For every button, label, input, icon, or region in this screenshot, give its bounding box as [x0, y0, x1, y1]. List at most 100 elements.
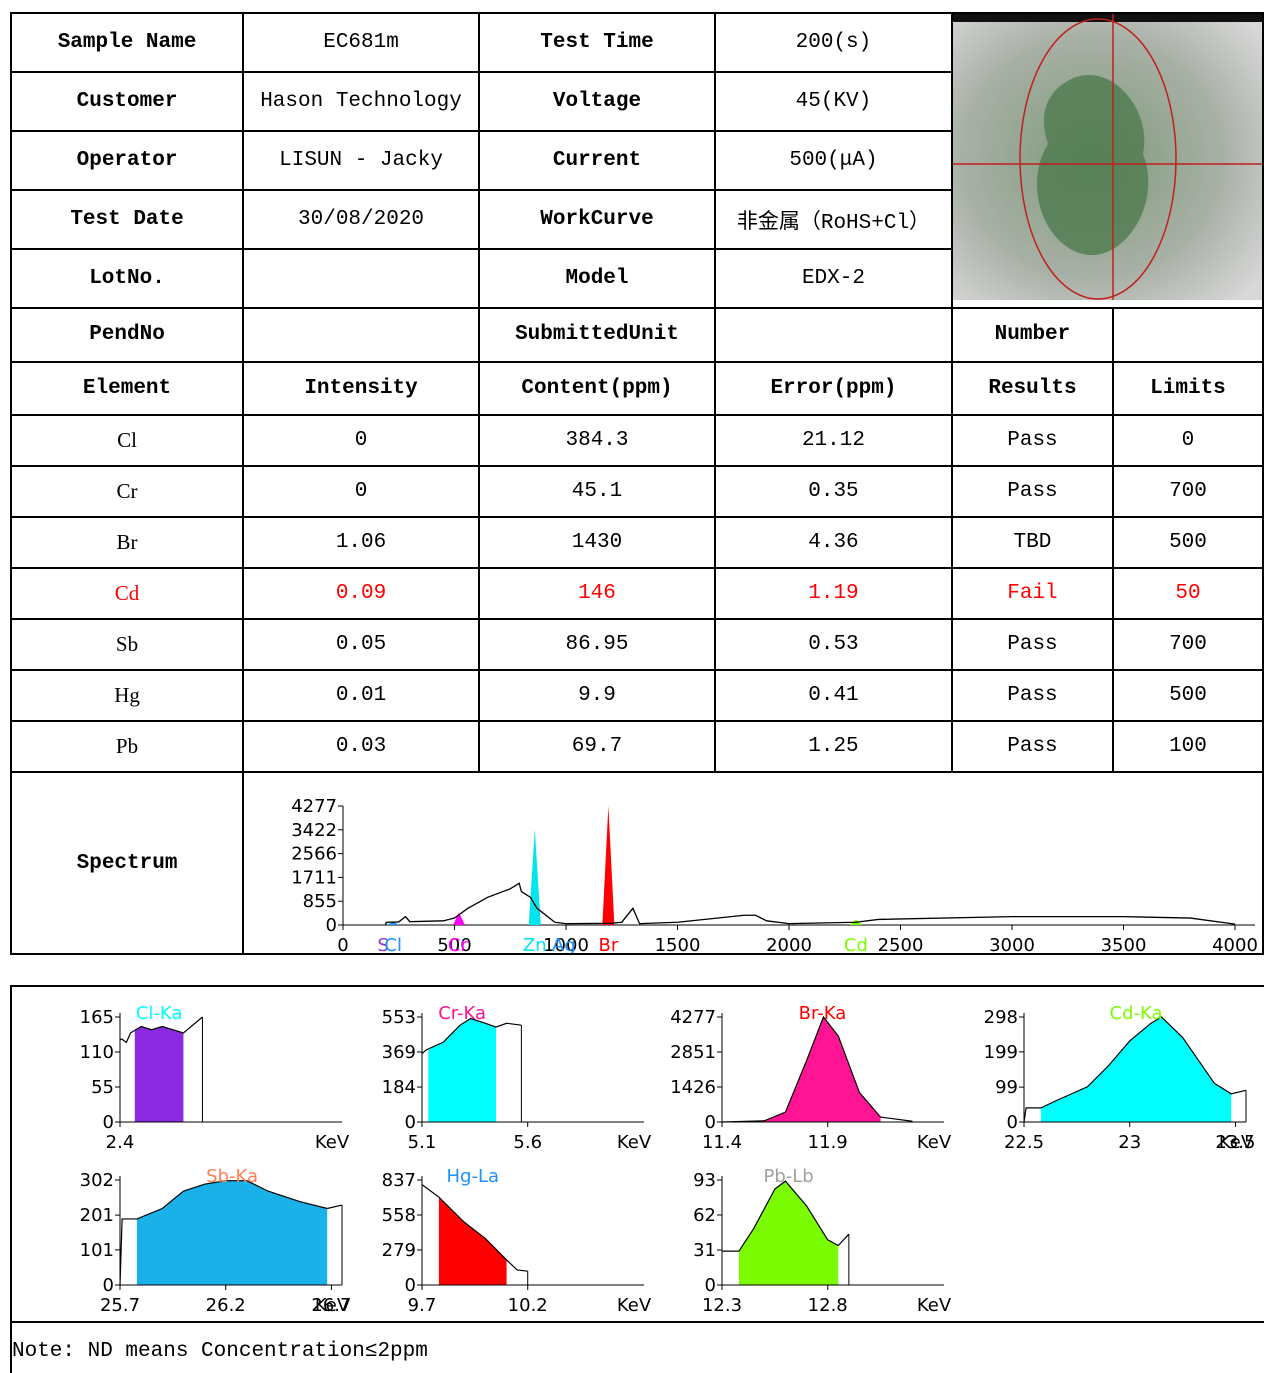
peak-label: Cd	[844, 935, 868, 953]
y-tick-label: 93	[693, 1170, 716, 1191]
y-tick-label: 0	[405, 1112, 416, 1133]
peak-label: Cr	[448, 935, 469, 953]
x-tick-label: 10.2	[508, 1295, 548, 1316]
x-tick-label: 2500	[878, 935, 924, 953]
table-cell: 384.3	[479, 415, 715, 466]
table-cell: Customer	[11, 72, 243, 131]
y-tick-label: 0	[103, 1275, 114, 1296]
y-tick-label: 3422	[291, 820, 337, 841]
table-cell: Test Date	[11, 190, 243, 249]
sample-photo	[953, 14, 1262, 300]
peak	[602, 806, 614, 925]
y-tick-label: 1711	[291, 867, 337, 888]
table-cell: Hg	[11, 670, 243, 721]
table-cell: 69.7	[479, 721, 715, 772]
table-cell: Cl	[11, 415, 243, 466]
x-tick-label: 0	[337, 935, 348, 953]
table-cell: WorkCurve	[479, 190, 715, 249]
y-tick-label: 2851	[670, 1042, 716, 1063]
table-cell: 146	[479, 568, 715, 619]
table-cell: 0.09	[243, 568, 479, 619]
table-cell: Br	[11, 517, 243, 568]
table-cell: 100	[1113, 721, 1263, 772]
x-tick-label: 3000	[989, 935, 1035, 953]
table-cell: Fail	[952, 568, 1113, 619]
y-tick-label: 0	[1007, 1112, 1018, 1133]
table-cell: 0.35	[715, 466, 952, 517]
table-cell: Voltage	[479, 72, 715, 131]
table-cell: Spectrum	[11, 772, 243, 954]
table-cell: Hason Technology	[243, 72, 479, 131]
x-tick-label: 3500	[1101, 935, 1147, 953]
peak-label: Cl	[384, 935, 402, 953]
y-tick-label: 553	[382, 1007, 416, 1028]
table-cell: Limits	[1113, 362, 1263, 416]
y-tick-label: 4277	[670, 1007, 716, 1028]
report-page: Sample NameEC681mTest Time200(s) Custome…	[0, 0, 1264, 1373]
element-label: Pb-Lb	[763, 1166, 813, 1187]
x-tick-label: 4000	[1212, 935, 1258, 953]
table-cell: Operator	[11, 131, 243, 190]
unit-label: KeV	[315, 1295, 350, 1316]
peak-fill	[439, 1197, 507, 1285]
y-tick-label: 855	[303, 891, 337, 912]
table-cell: LotNo.	[11, 249, 243, 308]
unit-label: KeV	[917, 1295, 952, 1316]
table-cell	[243, 249, 479, 308]
table-cell: 500	[1113, 670, 1263, 721]
x-tick-label: 1500	[655, 935, 701, 953]
y-tick-label: 165	[80, 1007, 114, 1028]
table-cell: 50	[1113, 568, 1263, 619]
table-cell: Test Time	[479, 13, 715, 72]
y-tick-label: 837	[382, 1170, 416, 1191]
table-cell: Pass	[952, 721, 1113, 772]
x-tick-label: 2000	[766, 935, 812, 953]
table-cell: TBD	[952, 517, 1113, 568]
element-label: Cr-Ka	[438, 1003, 486, 1024]
table-cell	[1113, 308, 1263, 362]
table-cell: 0.41	[715, 670, 952, 721]
table-cell: 700	[1113, 619, 1263, 670]
note: Note: ND means Concentration≤2ppm	[12, 1340, 428, 1363]
table-cell: 1430	[479, 517, 715, 568]
table-cell: Model	[479, 249, 715, 308]
table-cell: 0	[243, 415, 479, 466]
element-label: Cd-Ka	[1110, 1003, 1163, 1024]
table-cell: PendNo	[11, 308, 243, 362]
table-cell: Element	[11, 362, 243, 416]
y-tick-label: 110	[80, 1042, 114, 1063]
table-cell: LISUN - Jacky	[243, 131, 479, 190]
y-tick-label: 558	[382, 1205, 416, 1226]
y-tick-label: 298	[984, 1007, 1018, 1028]
y-tick-label: 0	[405, 1275, 416, 1296]
table-cell	[243, 308, 479, 362]
table-cell: Number	[952, 308, 1113, 362]
unit-label: KeV	[917, 1132, 952, 1153]
table-cell: Current	[479, 131, 715, 190]
table-cell: Sb	[11, 619, 243, 670]
unit-label: KeV	[1219, 1132, 1254, 1153]
table-cell: SubmittedUnit	[479, 308, 715, 362]
peak-fill	[764, 1017, 880, 1122]
unit-label: KeV	[315, 1132, 350, 1153]
table-cell: Content(ppm)	[479, 362, 715, 416]
x-tick-label: 12.3	[702, 1295, 742, 1316]
y-tick-label: 201	[80, 1205, 114, 1226]
table-cell: Intensity	[243, 362, 479, 416]
y-tick-label: 0	[326, 915, 337, 936]
table-cell: 非金属（RoHS+Cl）	[715, 190, 952, 249]
table-cell: Cr	[11, 466, 243, 517]
y-tick-label: 2566	[291, 844, 337, 865]
table-cell: 1.25	[715, 721, 952, 772]
table-cell: 500(μA)	[715, 131, 952, 190]
element-label: Br-Ka	[799, 1003, 847, 1024]
x-tick-label: 11.4	[702, 1132, 742, 1153]
x-tick-label: 25.7	[100, 1295, 140, 1316]
